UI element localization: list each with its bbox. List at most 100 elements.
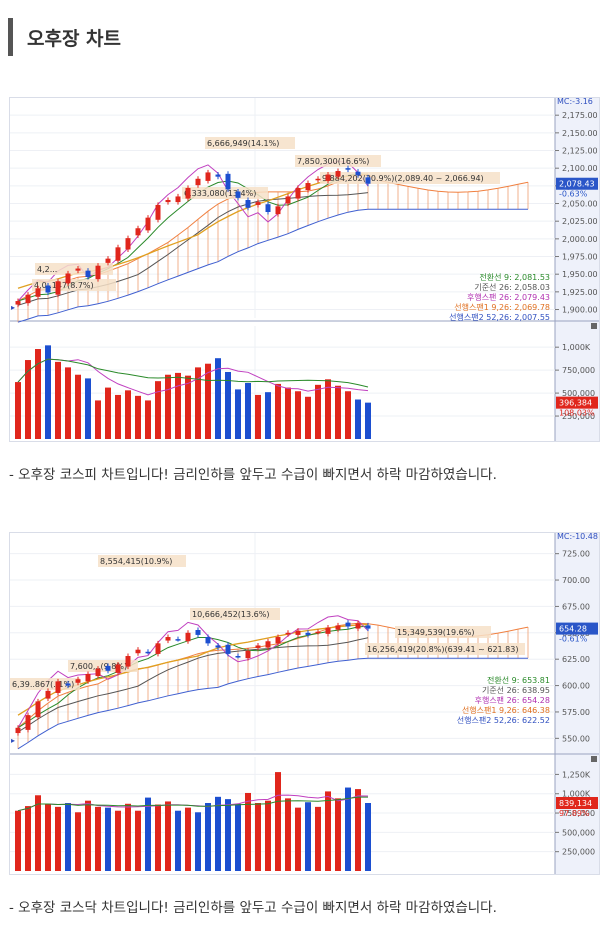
volume-bar bbox=[335, 798, 341, 871]
candle-body bbox=[35, 288, 41, 297]
price-tick-label: 700.00 bbox=[562, 576, 590, 585]
volume-bar bbox=[315, 384, 321, 439]
volume-bar bbox=[295, 391, 301, 439]
volume-bar bbox=[365, 803, 371, 871]
volume-annotation-label: 8,554,415(10.9%) bbox=[100, 557, 172, 566]
price-tick-label: 2,150.00 bbox=[562, 129, 598, 138]
volume-bar bbox=[205, 803, 211, 871]
volume-bar bbox=[345, 787, 351, 871]
volume-tick-label: 1,250K bbox=[562, 770, 591, 779]
candle-body bbox=[295, 630, 301, 635]
current-volume-tag bbox=[556, 396, 598, 409]
candle-body bbox=[225, 173, 231, 190]
current-price-label: 654.28 bbox=[559, 625, 587, 634]
candle-body bbox=[315, 631, 321, 634]
current-price-tag bbox=[556, 177, 598, 190]
current-volume-tag bbox=[556, 797, 598, 809]
candle-body bbox=[355, 171, 361, 176]
volume-annotation-label: 7,600,..(9.8%) bbox=[70, 662, 127, 671]
volume-bar bbox=[105, 807, 111, 871]
volume-bar bbox=[275, 772, 281, 871]
candle-body bbox=[145, 651, 151, 654]
price-tick-label: 1,950.00 bbox=[562, 270, 598, 279]
candle-body bbox=[35, 701, 41, 718]
kospi-chart-panel: MC:-3.16 2,175.00 2,150.00 2,125.00 2,100.00… bbox=[9, 97, 600, 442]
candle-body bbox=[185, 187, 191, 199]
candle-body bbox=[275, 637, 281, 644]
volume-annotation-label: 7,850,300(16.6%) bbox=[297, 157, 369, 166]
volume-annotation-box bbox=[32, 279, 116, 291]
candle-body bbox=[335, 171, 341, 177]
title-accent-bar bbox=[8, 18, 13, 56]
candle-body bbox=[175, 196, 181, 203]
candle-body bbox=[345, 622, 351, 627]
candle-body bbox=[165, 637, 171, 641]
kospi-caption: - 오후장 코스피 차트입니다! 금리인하를 앞두고 수급이 빠지면서 하락 마… bbox=[9, 467, 497, 483]
base-line bbox=[17, 637, 369, 733]
volume-bar bbox=[325, 791, 331, 871]
price-tick-label: 2,175.00 bbox=[562, 111, 598, 120]
candle-body bbox=[355, 623, 361, 629]
price-tick-label: 625.00 bbox=[562, 655, 590, 664]
volume-annotation-box bbox=[190, 608, 280, 620]
volume-bar bbox=[115, 394, 121, 439]
volume-bar bbox=[285, 387, 291, 439]
price-tick-label: 2,125.00 bbox=[562, 147, 598, 156]
volume-bar bbox=[245, 382, 251, 439]
volume-annotation-box bbox=[98, 555, 186, 567]
indicator-legend-item: 전환선 9: 653.81 bbox=[487, 675, 550, 685]
candle-body bbox=[145, 217, 151, 231]
price-tick-label: 2,025.00 bbox=[562, 217, 598, 226]
volume-annotation-label: 15,349,539(19.6%) bbox=[397, 628, 474, 637]
volume-ma-long bbox=[17, 358, 369, 388]
indicator-legend-item: 기준선 26: 638.95 bbox=[482, 686, 550, 695]
section-title: 오후장 차트 bbox=[27, 27, 122, 50]
arrow-marker-icon: ▸ bbox=[11, 303, 15, 312]
candle-body bbox=[45, 690, 51, 699]
candle-body bbox=[105, 258, 111, 263]
volume-bar bbox=[15, 810, 21, 871]
volume-bar bbox=[185, 375, 191, 439]
candle-body bbox=[95, 668, 101, 677]
candle-body bbox=[185, 632, 191, 642]
volume-bar bbox=[305, 396, 311, 439]
candle-body bbox=[235, 191, 241, 198]
volume-annotation-box bbox=[295, 155, 381, 167]
volume-bar bbox=[115, 810, 121, 871]
price-tick-label: 1,900.00 bbox=[562, 306, 598, 315]
volume-bar bbox=[215, 358, 221, 439]
volume-bar bbox=[95, 400, 101, 439]
volume-annotation-box bbox=[35, 263, 113, 275]
volume-bar bbox=[265, 800, 271, 871]
volume-bar bbox=[165, 374, 171, 439]
candle-body bbox=[205, 637, 211, 644]
candle-body bbox=[65, 683, 71, 686]
kosdaq-caption: - 오후장 코스닥 차트입니다! 금리인하를 앞두고 수급이 빠지면서 하락 마… bbox=[9, 900, 497, 916]
volume-bar bbox=[365, 402, 371, 439]
kosdaq-chart: MC:-10.48725.00700.00675.00650.00625.006… bbox=[10, 533, 599, 874]
price-tick-label: 2,050.00 bbox=[562, 200, 598, 209]
candle-body bbox=[75, 268, 81, 271]
candle-body bbox=[105, 665, 111, 671]
volume-bar bbox=[145, 797, 151, 871]
current-change-label: -0.63% bbox=[559, 190, 588, 199]
candle-body bbox=[325, 174, 331, 181]
volume-bar bbox=[325, 379, 331, 439]
volume-bar bbox=[75, 812, 81, 871]
volume-annotation-box bbox=[395, 626, 491, 638]
indicator-legend-item: 전환선 9: 2,081.53 bbox=[479, 272, 550, 282]
price-tick-label: 600.00 bbox=[562, 682, 590, 691]
candle-body bbox=[15, 301, 21, 305]
volume-bar bbox=[105, 387, 111, 439]
candle-body bbox=[95, 265, 101, 280]
volume-annotation-label: 16,256,419(20.8%)(639.41 ~ 621.83) bbox=[367, 645, 518, 654]
volume-bar bbox=[135, 395, 141, 439]
volume-bar bbox=[335, 385, 341, 439]
indicator-legend-item: 후행스팬 26: 654.28 bbox=[475, 695, 550, 705]
volume-bar bbox=[255, 394, 261, 439]
volume-tick-label: 500,000 bbox=[562, 828, 595, 837]
candle-body bbox=[65, 273, 71, 284]
candle-body bbox=[115, 664, 121, 673]
volume-bar bbox=[55, 806, 61, 871]
volume-bar bbox=[165, 801, 171, 871]
